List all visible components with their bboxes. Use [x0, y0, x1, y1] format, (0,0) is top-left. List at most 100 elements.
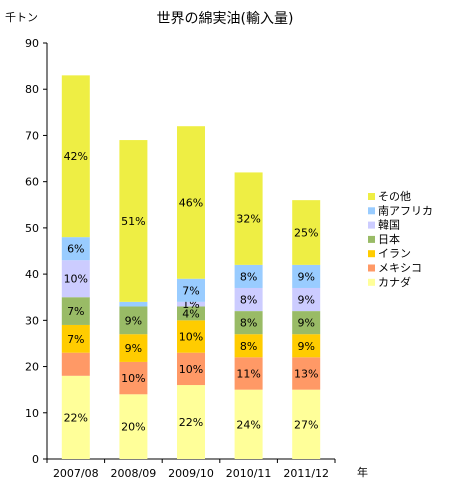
data-label: 8% — [240, 270, 257, 283]
data-label: 7% — [67, 305, 84, 318]
bar-segment — [119, 361, 148, 395]
y-tick-label: 10 — [25, 407, 39, 420]
y-tick-label: 20 — [25, 361, 39, 374]
y-tick-label: 30 — [25, 314, 39, 327]
legend-label: カナダ — [378, 275, 411, 289]
x-axis-unit-label: 年 — [357, 465, 368, 479]
data-label: 11% — [236, 367, 260, 380]
bar-segment — [234, 334, 263, 358]
data-label: 25% — [294, 227, 318, 240]
data-label: 10% — [179, 331, 203, 344]
data-label: 10% — [179, 363, 203, 376]
y-tick-label: 90 — [25, 37, 39, 50]
x-tick-label: 2010/11 — [226, 467, 272, 480]
bar-segment — [292, 334, 321, 358]
bar-segment — [119, 140, 148, 302]
legend-swatch — [368, 221, 375, 229]
y-axis-unit-label: 千トン — [5, 11, 38, 24]
data-label: 6% — [67, 243, 84, 256]
legend-label: 日本 — [378, 232, 400, 246]
bar-segment — [61, 324, 90, 353]
data-label: 20% — [121, 421, 145, 434]
legend-label: メキシコ — [378, 262, 422, 275]
bar-segment — [61, 237, 90, 261]
x-tick-label: 2009/10 — [168, 467, 214, 480]
bar-segment — [61, 297, 90, 325]
bar-segment — [234, 172, 263, 265]
plot-area: 0 10 20 30 40 50 60 70 80 90 2007/08 2008/09 2009/10… — [25, 37, 336, 480]
legend-label: 韓国 — [378, 219, 400, 232]
legend-swatch — [368, 193, 375, 200]
bar-segment — [234, 357, 263, 390]
bar-segment — [292, 264, 321, 288]
bar-segment — [61, 352, 90, 376]
data-label: 24% — [236, 418, 260, 431]
data-label: 8% — [240, 340, 257, 353]
bar-segment — [119, 301, 148, 307]
bar-segment — [119, 394, 148, 459]
y-tick-label: 0 — [32, 453, 39, 466]
bar-segment — [234, 264, 263, 288]
bar-segment — [61, 375, 90, 459]
legend-swatch — [368, 278, 375, 286]
bar-segment — [234, 389, 263, 459]
bar-segment — [292, 357, 321, 390]
bar-segment — [234, 287, 263, 312]
chart-title: 世界の綿実油(輸入量) — [157, 11, 294, 27]
data-label: 13% — [294, 367, 318, 380]
bar-segment — [177, 301, 205, 307]
bar-segment — [177, 320, 205, 353]
data-label: 51% — [121, 215, 145, 228]
bar-segment — [61, 260, 90, 298]
x-tick-label: 2007/08 — [53, 467, 99, 480]
bar-segment — [177, 278, 205, 302]
data-label: 9% — [125, 342, 142, 355]
data-label: 46% — [179, 196, 203, 209]
data-label: 10% — [121, 372, 145, 385]
y-tick-label: 80 — [25, 83, 39, 96]
data-label: 8% — [240, 317, 257, 330]
y-tick-label: 40 — [25, 268, 39, 281]
bar-segment — [119, 306, 148, 335]
data-label: 8% — [240, 294, 257, 307]
data-label: 27% — [294, 418, 318, 431]
bar-segment — [177, 352, 205, 386]
y-tick-label: 70 — [25, 129, 39, 142]
data-label: 4% — [182, 307, 199, 320]
bar-segment — [61, 75, 90, 238]
x-tick-label: 2008/09 — [111, 467, 157, 480]
data-label: 32% — [236, 213, 260, 226]
bar-segment — [177, 385, 205, 459]
data-label: 9% — [297, 317, 314, 330]
legend-swatch — [368, 264, 375, 272]
bar-segment — [292, 287, 321, 312]
data-label: 10% — [64, 273, 88, 286]
y-tick-label: 50 — [25, 222, 39, 235]
data-label: 9% — [297, 270, 314, 283]
bar-segment — [234, 311, 263, 335]
legend-label: 南アフリカ — [378, 204, 433, 217]
data-label: 9% — [125, 314, 142, 327]
legend-swatch — [368, 250, 375, 258]
bar-segment — [292, 389, 321, 459]
bar-segment — [292, 200, 321, 265]
data-label: 7% — [67, 333, 84, 346]
legend-label: その他 — [378, 190, 411, 203]
legend-swatch — [368, 235, 375, 243]
data-label: 22% — [179, 416, 203, 429]
data-label: 9% — [297, 294, 314, 307]
y-tick-label: 60 — [25, 176, 39, 189]
bar-segment — [119, 334, 148, 362]
bar-segment — [177, 126, 205, 279]
data-label: 22% — [64, 411, 88, 424]
legend-swatch — [368, 207, 375, 215]
data-label: 42% — [64, 150, 88, 163]
bar-segment — [177, 306, 205, 321]
x-tick-label: 2011/12 — [283, 467, 329, 480]
data-label: 7% — [182, 284, 199, 297]
bar-segment — [292, 311, 321, 335]
data-label: 9% — [297, 340, 314, 353]
